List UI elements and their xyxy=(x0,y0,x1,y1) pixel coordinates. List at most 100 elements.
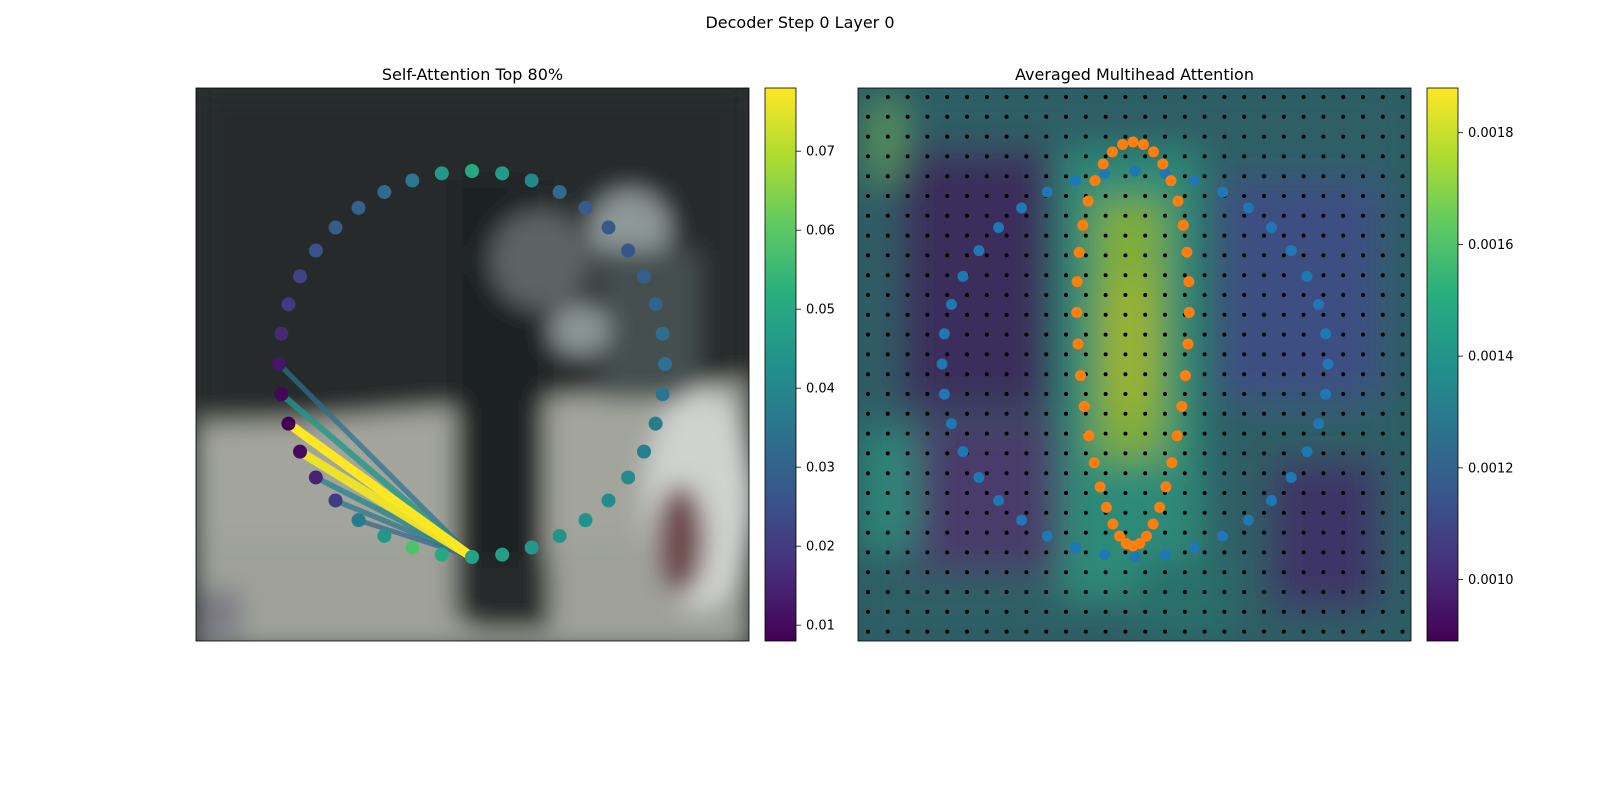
grid-point xyxy=(925,530,930,535)
blue-series-point xyxy=(945,418,957,430)
grid-point xyxy=(1281,491,1286,495)
grid-point xyxy=(1103,471,1108,476)
grid-point xyxy=(945,312,950,317)
grid-point xyxy=(1064,312,1068,317)
grid-point xyxy=(925,392,930,396)
grid-point xyxy=(1242,609,1247,614)
grid-point xyxy=(945,550,950,555)
orange-series-point xyxy=(1107,518,1119,530)
grid-point xyxy=(905,629,910,634)
grid-point xyxy=(1004,293,1009,297)
grid-point xyxy=(1143,590,1148,594)
grid-point xyxy=(1361,352,1365,357)
grid-point xyxy=(984,431,989,436)
grid-point xyxy=(1123,431,1128,436)
blue-series-point xyxy=(1217,186,1229,198)
grid-point xyxy=(1103,312,1108,317)
grid-point xyxy=(1103,609,1108,614)
grid-point xyxy=(1380,174,1385,179)
grid-point xyxy=(1262,590,1266,594)
blue-series-point xyxy=(1265,494,1277,506)
orange-series-point xyxy=(1106,146,1118,158)
grid-point xyxy=(1004,629,1009,634)
grid-point xyxy=(925,233,930,238)
grid-point xyxy=(1301,431,1306,436)
colorbar-tick-label: 0.0012 xyxy=(1468,461,1514,476)
grid-point xyxy=(1182,273,1187,278)
grid-point xyxy=(1123,471,1128,476)
grid-point xyxy=(1064,194,1068,198)
grid-point xyxy=(1044,332,1049,337)
grid-point xyxy=(1024,372,1029,377)
grid-point xyxy=(1004,332,1009,337)
grid-point xyxy=(1123,154,1128,159)
grid-point xyxy=(925,471,930,476)
grid-point xyxy=(1182,194,1187,198)
grid-point xyxy=(1044,352,1049,357)
grid-point xyxy=(925,451,930,456)
grid-point xyxy=(1281,550,1286,555)
grid-point xyxy=(1341,154,1346,159)
grid-point xyxy=(1024,154,1029,159)
grid-point xyxy=(1262,134,1266,139)
grid-point xyxy=(1123,451,1128,456)
grid-point xyxy=(1321,213,1326,218)
grid-point xyxy=(945,352,950,357)
grid-point xyxy=(1341,609,1346,614)
grid-point xyxy=(885,352,890,357)
grid-point xyxy=(1361,609,1365,614)
grid-point xyxy=(1361,312,1365,317)
grid-point xyxy=(1143,411,1148,416)
orange-series-point xyxy=(1117,138,1129,150)
grid-point xyxy=(1083,174,1088,179)
grid-point xyxy=(1182,293,1187,297)
grid-point xyxy=(984,95,989,99)
grid-point xyxy=(1321,194,1326,198)
grid-point xyxy=(1361,392,1365,396)
grid-point xyxy=(1182,629,1187,634)
blue-series-point xyxy=(1320,328,1332,340)
grid-point xyxy=(1400,293,1405,297)
orange-series-point xyxy=(1078,400,1090,412)
attention-point xyxy=(328,493,343,508)
grid-point xyxy=(1123,253,1128,258)
grid-point xyxy=(1143,392,1148,396)
attention-point xyxy=(524,540,539,555)
grid-point xyxy=(1103,411,1108,416)
grid-point xyxy=(1182,352,1187,357)
attention-point xyxy=(578,200,593,215)
grid-point xyxy=(984,174,989,179)
grid-point xyxy=(1083,352,1088,357)
grid-point xyxy=(905,233,910,238)
grid-point xyxy=(1024,194,1029,198)
blue-series-point xyxy=(1069,542,1081,554)
grid-point xyxy=(1222,312,1227,317)
grid-point xyxy=(1163,194,1167,198)
orange-series-point xyxy=(1160,481,1172,493)
grid-point xyxy=(925,174,930,179)
grid-point xyxy=(1400,451,1405,456)
grid-point xyxy=(1163,213,1167,218)
grid-point xyxy=(1202,332,1207,337)
grid-point xyxy=(1044,431,1049,436)
grid-point xyxy=(1143,273,1148,278)
grid-point xyxy=(1361,550,1365,555)
blue-series-point xyxy=(1301,446,1313,458)
grid-point xyxy=(984,491,989,495)
grid-point xyxy=(1400,392,1405,396)
grid-point xyxy=(1361,510,1365,515)
grid-point xyxy=(925,431,930,436)
grid-point xyxy=(984,550,989,555)
grid-point xyxy=(885,293,890,297)
grid-point xyxy=(1341,114,1346,119)
attention-point xyxy=(465,164,479,178)
grid-point xyxy=(1341,590,1346,594)
grid-point xyxy=(1262,233,1266,238)
grid-point xyxy=(1321,312,1326,317)
grid-point xyxy=(1083,609,1088,614)
grid-point xyxy=(1341,95,1346,99)
grid-point xyxy=(1103,451,1108,456)
grid-point xyxy=(965,114,969,119)
grid-point xyxy=(1083,293,1088,297)
grid-point xyxy=(1024,273,1029,278)
